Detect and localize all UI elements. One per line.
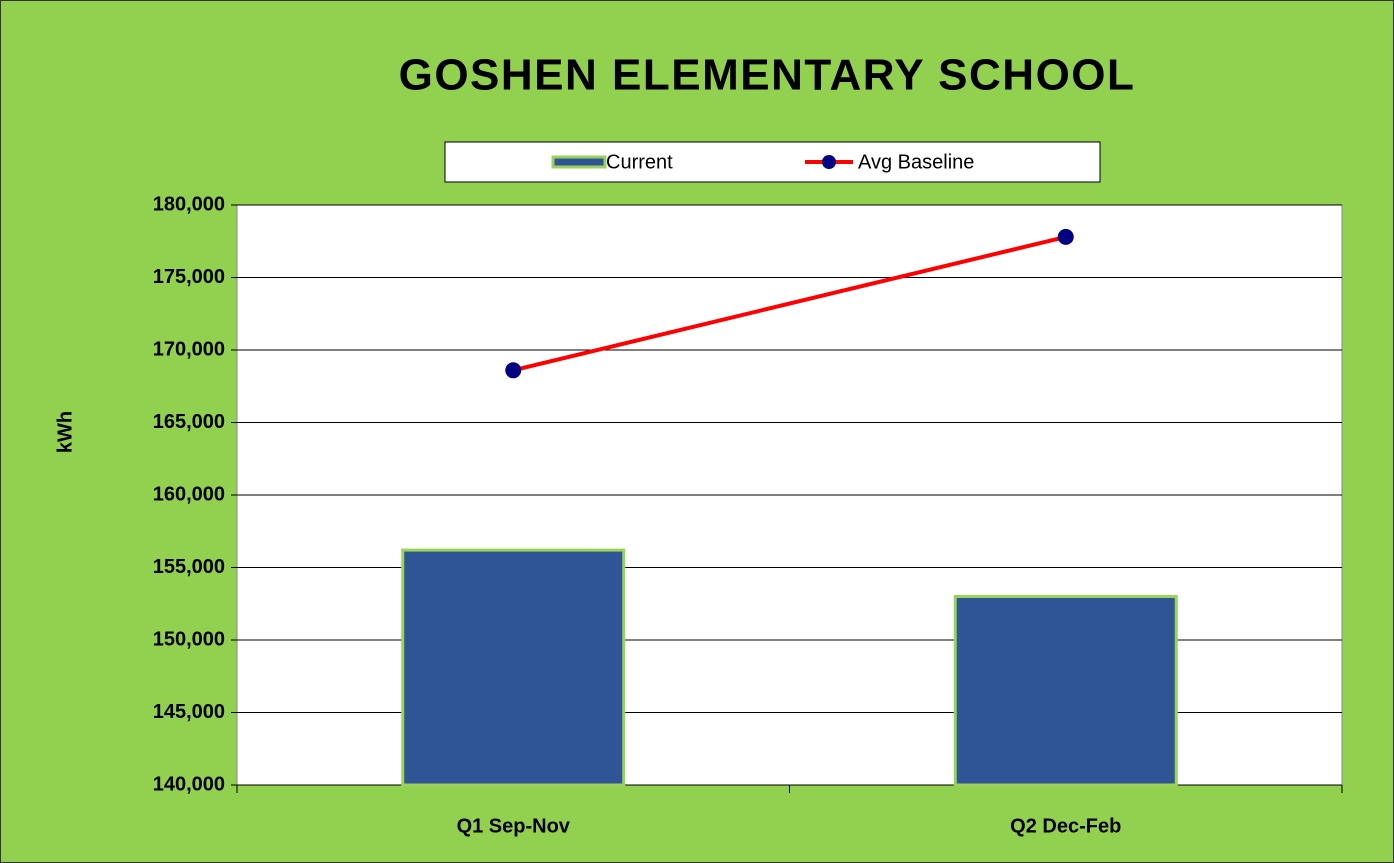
x-tick-label: Q1 Sep-Nov <box>457 815 571 837</box>
y-tick-label: 150,000 <box>153 628 225 650</box>
bar <box>401 548 626 787</box>
y-tick-label: 160,000 <box>153 483 225 505</box>
chart-title: GOSHEN ELEMENTARY SCHOOL <box>399 51 1136 100</box>
y-axis-label: kWh <box>54 411 76 453</box>
marker <box>1057 228 1074 245</box>
y-tick-label: 155,000 <box>153 556 225 578</box>
line <box>512 234 1067 373</box>
x-tick-label: Q2 Dec-Feb <box>1010 815 1121 837</box>
y-tick-label: 145,000 <box>153 701 225 723</box>
y-tick-label: 180,000 <box>153 193 225 215</box>
marker <box>505 362 522 379</box>
legend <box>444 141 1101 183</box>
y-tick-label: 170,000 <box>153 338 225 360</box>
legend-marker <box>822 155 836 169</box>
y-tick-label: 165,000 <box>153 411 225 433</box>
y-tick-label: 175,000 <box>153 266 225 288</box>
bar <box>953 595 1178 787</box>
legend-label: Current <box>606 151 673 173</box>
y-tick-label: 140,000 <box>153 773 225 795</box>
legend-swatch <box>551 155 607 169</box>
legend-label: Avg Baseline <box>858 151 974 173</box>
